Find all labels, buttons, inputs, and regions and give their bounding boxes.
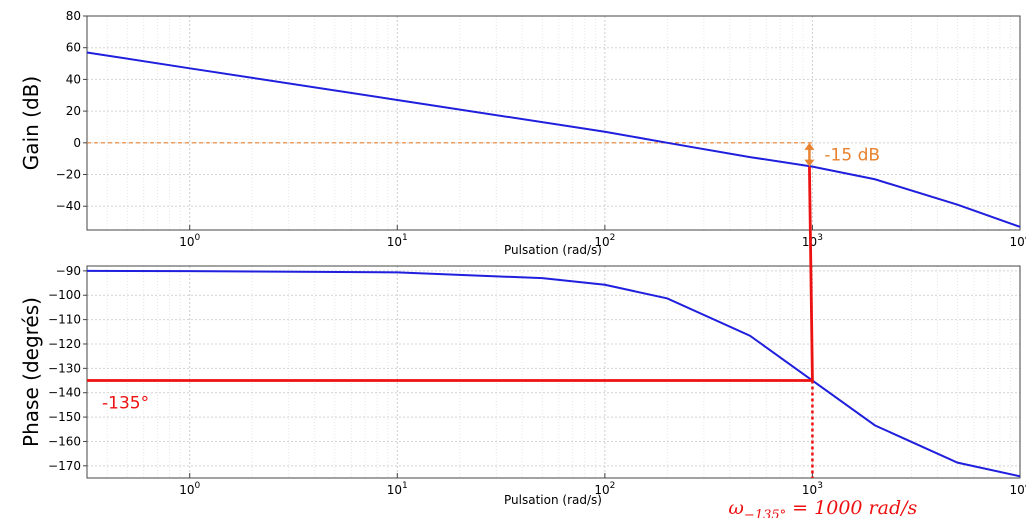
phase-y-ticks: −90 −100 −110 −120 −130 −140 −150 −160 −170 — [48, 264, 87, 473]
phase-x-tick-label: 104 — [1009, 481, 1026, 497]
phase-y-tick-label: −110 — [48, 313, 81, 327]
omega-value: = — [786, 497, 814, 518]
gain-y-ticks: 80 60 40 20 0 −20 −40 — [56, 9, 87, 213]
phase-y-tick-label: −90 — [56, 264, 81, 278]
gain-x-tick-label: 102 — [594, 233, 615, 249]
omega-symbol: ω — [728, 497, 744, 518]
omega-135-label: ω−135° = 1000 rad/s — [728, 497, 917, 518]
gain-plot-frame — [86, 15, 1021, 231]
gain-y-tick-label: 0 — [73, 136, 81, 150]
phase-x-tick-label: 103 — [802, 481, 823, 497]
phase-y-tick-label: −100 — [48, 288, 81, 302]
phase-y-tick-label: −160 — [48, 434, 81, 448]
gain-margin-arrowhead-down — [804, 159, 815, 167]
gain-y-axis-label: Gain (dB) — [19, 76, 43, 170]
phase-y-tick-label: −130 — [48, 361, 81, 375]
gain-y-tick-label: 40 — [66, 72, 81, 86]
gain-y-tick-label: 20 — [66, 104, 81, 118]
gain-margin-arrowhead-up — [804, 142, 815, 150]
phase-x-axis-label: Pulsation (rad/s) — [504, 493, 602, 507]
gain-x-axis-label: Pulsation (rad/s) — [504, 243, 602, 257]
phase-y-axis-label: Phase (degrés) — [19, 297, 43, 447]
phase-x-tick-label: 101 — [387, 481, 408, 497]
gain-x-ticks: 100 101 102 103 104 — [179, 225, 1026, 249]
gain-y-tick-label: −40 — [56, 199, 81, 213]
phase-135-label: -135° — [102, 394, 149, 414]
gain-panel: 80 60 40 20 0 −20 −40 100 101 102 103 104 -15 dB P… — [19, 9, 1026, 257]
phase-x-tick-label: 100 — [179, 481, 200, 497]
gain-margin-label: -15 dB — [824, 146, 880, 166]
phase-panel: −90−100−110−120−130−140−150−160−170 100 1… — [19, 264, 1026, 507]
phase-curve — [86, 269, 1021, 478]
phase-x-ticks: 100 101 102 103 104 — [179, 473, 1026, 497]
phase-x-tick-label: 102 — [594, 481, 615, 497]
phase-y-tick-label: −150 — [48, 410, 81, 424]
phase-y-tick-label: −170 — [48, 459, 81, 473]
gain-phase-connector-line — [808, 166, 814, 381]
phase-plot-frame — [86, 265, 1021, 479]
omega-value-text: 1000 rad/s — [814, 497, 917, 518]
gain-y-tick-label: 60 — [66, 41, 81, 55]
gain-x-tick-label: 100 — [179, 233, 200, 249]
gain-x-tick-label: 103 — [802, 233, 823, 249]
gain-y-tick-label: −20 — [56, 168, 81, 182]
phase-y-tick-label: −120 — [48, 337, 81, 351]
omega-subscript: −135° — [744, 508, 786, 518]
phase-grid — [87, 266, 1021, 478]
gain-curve — [86, 51, 1021, 228]
phase-y-tick-label: −140 — [48, 386, 81, 400]
gain-x-tick-label: 104 — [1009, 233, 1026, 249]
gain-y-tick-label: 80 — [66, 9, 81, 23]
gain-x-tick-label: 101 — [387, 233, 408, 249]
